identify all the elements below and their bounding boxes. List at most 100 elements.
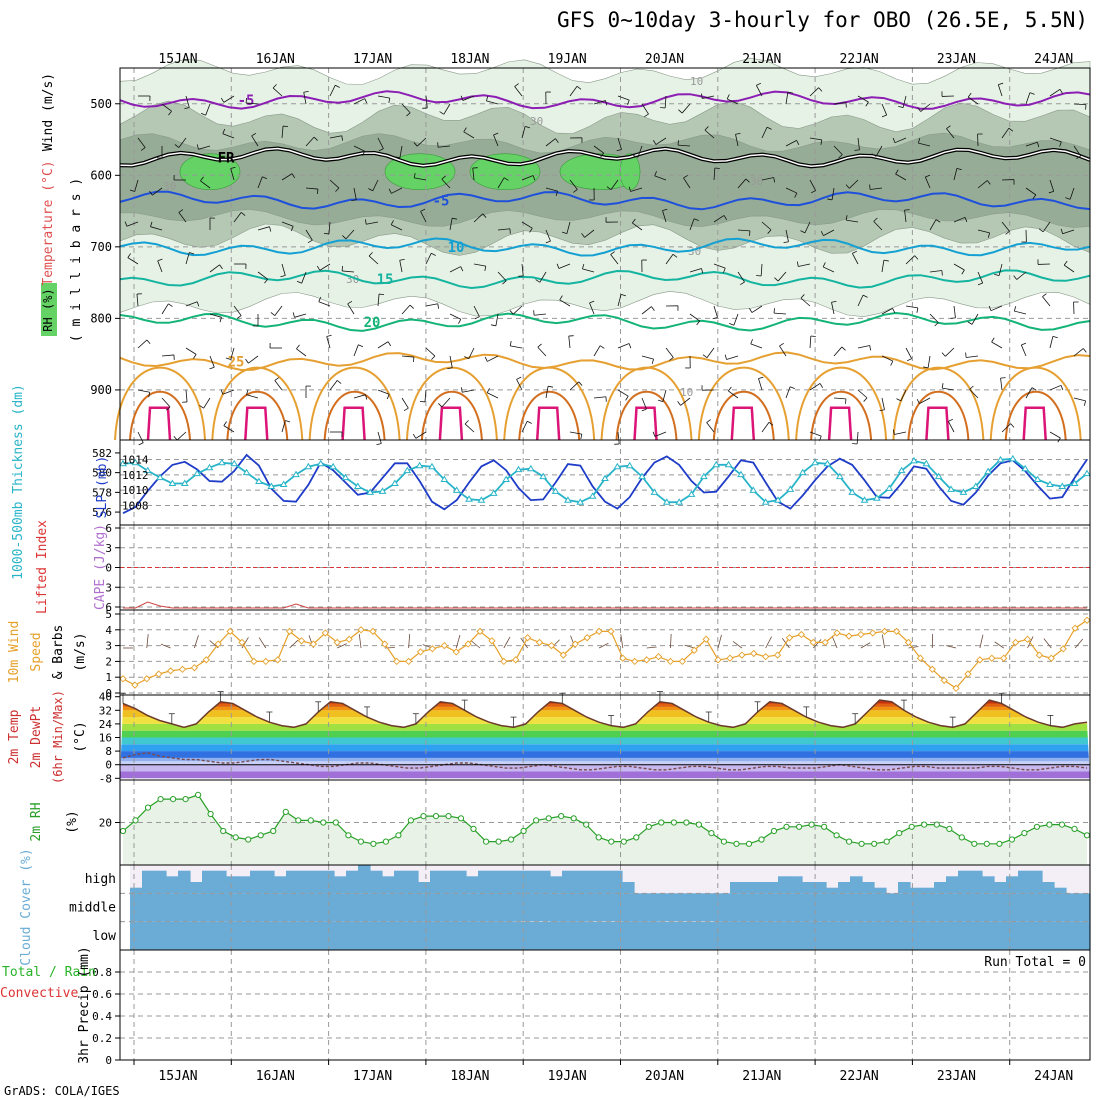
wind-barb-flag [582,263,585,270]
wind-barb [1025,92,1031,105]
thickness-marker [180,479,189,486]
wind-barb-flag [484,266,487,272]
rh2m-marker [157,796,164,803]
wind-barb [809,383,821,391]
cloud-bar-middle [454,893,467,922]
wind-barb-flag [524,126,531,129]
wind-barb-flag [1083,400,1087,406]
wind-barb-flag [779,342,784,347]
surface-wind-barb [646,646,657,649]
rh2m-marker [445,813,452,820]
thickness-tick-label: 582 [92,447,112,460]
wind-barb-flag [482,213,487,218]
wind-barb-flag [225,357,231,360]
rh2m-marker [170,796,177,803]
surface-wind-barb [408,634,411,649]
wind-barb-flag [991,337,995,343]
wind-barb [900,389,907,402]
wind-barb [537,346,547,357]
wind-barb-flag [246,389,249,395]
wind-barb-flag [532,175,536,181]
rh2m-marker [583,821,590,828]
cloud-bar-high [418,882,431,894]
temp-band [120,744,1090,752]
wind-barb-flag [669,357,674,361]
cloud-bar-high [898,882,911,894]
wind-barb-flag [662,208,668,211]
wind-barb [1063,264,1075,273]
wind-barb [368,255,379,265]
wind-barb [630,187,643,192]
cloud-bar-low [406,921,419,950]
rh2m-marker [420,813,427,820]
wind-barb-flag [362,151,366,156]
precip-tick-label: 0.4 [92,1010,112,1023]
wind-barb [545,229,551,242]
cloud-bar-low [166,921,179,950]
wind-barb [1073,103,1087,106]
isotherm-line [119,90,1091,110]
cloud-bar-low [382,921,395,950]
slp-tick-label: 1010 [122,484,149,497]
wind-barb-flag [303,91,309,93]
cloud-bar-middle [466,893,479,922]
wind-barb [664,95,667,108]
cloud-bar-low [670,921,683,950]
wind-barb [137,431,144,443]
wind-speed-marker [690,646,698,654]
wind-barb [761,177,774,181]
cloud-bar-high [970,870,983,894]
wind-barb [416,137,427,147]
cloud-bar-high [778,876,791,894]
temp-color-bands [120,700,1090,779]
cloud-bar-high [346,870,359,894]
rh2m-marker [595,834,602,841]
wind-barb [150,226,163,231]
cloud-bar-middle [670,893,683,922]
wind-barb-flag [600,152,605,158]
wind-barb [831,302,835,315]
wind-barb-flag [906,358,912,362]
cloud-bar-high [166,876,179,894]
thickness-marker [465,495,473,502]
cloud-bar-low [898,921,911,950]
cloud-bar-middle [742,893,755,922]
wind-barb-flag [696,320,701,326]
cloud-bar-middle [370,893,383,922]
wind-speed-line [122,619,1088,690]
wind-barb-flag [838,154,843,159]
wind-barb [401,355,414,358]
cloud-bar-high [946,876,959,894]
wind-barb [833,346,843,357]
wind-barb-flag [700,93,703,99]
wind-barb-flag [892,137,896,143]
wind-speed-marker [1035,651,1044,659]
wind-barb [230,347,235,360]
temp-band [120,757,1090,762]
rh-shade-green [179,153,241,191]
cloud-bar-low [634,921,647,950]
rh2m-fill [123,794,1087,865]
cloud-bar-high [202,870,215,894]
wind-barb [497,271,507,282]
cloud-bar-high [394,870,407,894]
wind-barb-flag [883,259,889,262]
wind-barb-flag [165,406,171,411]
wind-barb-flag [364,98,368,104]
wind-barb [497,177,505,189]
thickness-marker [119,459,127,467]
wind-barb-flag [326,334,332,337]
cloud-bar-low [1054,921,1067,950]
wind-barb-flag [438,403,443,408]
wind-barb [846,219,859,223]
wind-barb-flag [140,147,146,151]
cloud-bar-high [598,870,611,894]
isotherm-loop [211,366,304,441]
wind-barb-flag [323,232,330,235]
wind-barb [689,313,700,322]
wind-barb [353,187,357,200]
wind-barb-flag [735,132,741,135]
wind-barb-flag [961,269,965,275]
wind-barb [303,92,307,105]
wind-barb-flag [605,100,608,106]
